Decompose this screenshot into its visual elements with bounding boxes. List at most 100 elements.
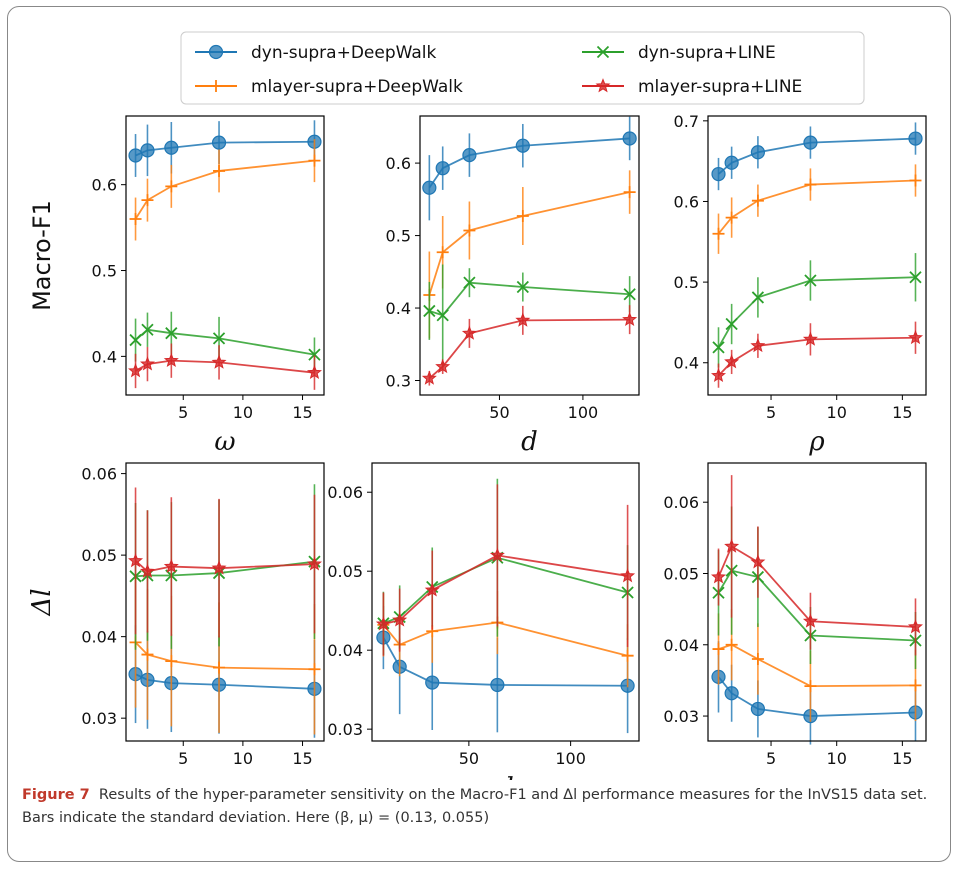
figure-caption: Figure 7 Results of the hyper-parameter … bbox=[22, 784, 934, 830]
data-point bbox=[724, 686, 739, 701]
axes-frame bbox=[125, 115, 325, 396]
plot-area bbox=[708, 116, 926, 395]
data-point bbox=[211, 135, 227, 150]
series-mlayer-supra-line bbox=[421, 305, 638, 386]
data-point bbox=[804, 680, 817, 693]
data-point bbox=[622, 131, 637, 146]
series-dyn-supra-line bbox=[712, 253, 922, 368]
data-point bbox=[163, 558, 179, 573]
data-point bbox=[461, 325, 477, 340]
legend-label: dyn-supra+LINE bbox=[638, 43, 776, 63]
x-axis-label: ρ bbox=[808, 773, 825, 780]
figure-frame bbox=[7, 6, 951, 862]
x-axis-label: ω bbox=[214, 773, 235, 780]
data-point bbox=[421, 370, 437, 385]
data-point bbox=[724, 155, 739, 170]
axes-frame bbox=[419, 115, 640, 396]
legend-entry-mlayer-supra-deepwalk: mlayer-supra+DeepWalk bbox=[195, 77, 463, 97]
chart-panel-delta-rho: 5 10 15 0.03 0.04 0.05 0.06 ρ bbox=[663, 462, 927, 780]
data-point bbox=[751, 653, 764, 666]
x-tick-label: 10 bbox=[233, 749, 253, 768]
legend-entry-dyn-supra-deepwalk: dyn-supra+DeepWalk bbox=[195, 43, 436, 63]
axes-frame bbox=[707, 462, 927, 742]
data-point bbox=[802, 613, 818, 628]
y-tick-label: 0.5 bbox=[386, 227, 411, 246]
x-tick-label: 15 bbox=[892, 403, 912, 422]
data-point bbox=[425, 675, 440, 690]
series-mlayer-supra-line bbox=[375, 484, 636, 656]
data-point bbox=[620, 568, 636, 583]
data-point bbox=[164, 140, 179, 155]
y-tick-label: 0.06 bbox=[327, 483, 363, 502]
data-point bbox=[435, 358, 451, 374]
data-point bbox=[725, 211, 738, 224]
series-mlayer-supra-deepwalk bbox=[129, 139, 321, 241]
y-tick-label: 0.04 bbox=[327, 641, 363, 660]
data-point bbox=[751, 194, 764, 207]
series-dyn-supra-deepwalk bbox=[128, 120, 322, 177]
y-tick-label: 0.4 bbox=[92, 347, 117, 366]
data-point bbox=[909, 271, 922, 284]
data-point bbox=[141, 648, 154, 661]
legend-label: mlayer-supra+LINE bbox=[638, 77, 802, 97]
data-point bbox=[490, 677, 505, 693]
x-tick-label: 10 bbox=[827, 403, 847, 422]
data-point bbox=[515, 312, 531, 327]
y-tick-label: 0.5 bbox=[674, 273, 699, 292]
chart-panel-delta-omega: 5 10 15 0.03 0.04 0.05 0.06 ω Δl bbox=[27, 462, 325, 780]
series-mlayer-supra-deepwalk bbox=[423, 170, 636, 339]
data-point bbox=[435, 161, 450, 176]
plus-marker-icon bbox=[210, 80, 222, 92]
x-tick-label: 100 bbox=[555, 749, 586, 768]
data-point bbox=[306, 364, 322, 380]
data-point bbox=[711, 367, 727, 383]
legend-entry-mlayer-supra-line: mlayer-supra+LINE bbox=[582, 77, 802, 97]
chart-panel-macro-rho: 5 10 15 0.4 0.5 0.6 0.7 ρ bbox=[674, 112, 927, 457]
series-dyn-supra-line bbox=[423, 264, 636, 367]
data-point bbox=[712, 643, 725, 656]
x-marker-icon bbox=[596, 45, 610, 59]
data-point bbox=[463, 224, 476, 237]
star-marker-icon bbox=[595, 78, 611, 93]
x-tick-label: 10 bbox=[233, 403, 253, 422]
legend-box bbox=[180, 31, 865, 105]
y-tick-label: 0.05 bbox=[663, 564, 699, 583]
data-point bbox=[725, 638, 738, 651]
x-tick-label: 50 bbox=[459, 749, 479, 768]
data-point bbox=[516, 280, 529, 294]
data-point bbox=[128, 363, 144, 378]
data-point bbox=[750, 554, 766, 569]
y-tick-label: 0.03 bbox=[327, 720, 363, 739]
y-tick-label: 0.6 bbox=[674, 192, 699, 211]
data-point bbox=[750, 701, 766, 717]
data-point bbox=[724, 354, 740, 369]
x-tick-label: 15 bbox=[292, 403, 312, 422]
data-point bbox=[711, 166, 726, 182]
data-point bbox=[515, 138, 530, 153]
data-point bbox=[129, 333, 142, 347]
data-point bbox=[306, 556, 322, 571]
data-point bbox=[308, 348, 321, 361]
axes-frame bbox=[125, 462, 325, 742]
data-point bbox=[622, 311, 638, 327]
figure-canvas: dyn-supra+DeepWalk dyn-supra+LINE mlayer-s… bbox=[27, 31, 927, 780]
series-mlayer-supra-deepwalk bbox=[712, 164, 922, 254]
data-point bbox=[909, 679, 922, 692]
plot-area bbox=[372, 463, 639, 741]
axes-frame bbox=[707, 115, 927, 396]
x-tick-label: 10 bbox=[827, 749, 847, 768]
y-tick-label: 0.4 bbox=[674, 354, 699, 373]
plot-area bbox=[708, 463, 926, 741]
data-point bbox=[128, 148, 143, 163]
data-point bbox=[211, 560, 227, 575]
legend-label: dyn-supra+DeepWalk bbox=[251, 43, 436, 63]
y-tick-label: 0.06 bbox=[81, 465, 117, 484]
x-tick-label: 5 bbox=[178, 749, 188, 768]
series-dyn-supra-deepwalk bbox=[422, 116, 637, 221]
series-mlayer-supra-line bbox=[711, 321, 923, 388]
y-tick-label: 0.03 bbox=[81, 709, 117, 728]
y-axis-label: Macro-F1 bbox=[28, 200, 56, 311]
data-point bbox=[165, 655, 178, 668]
data-point bbox=[392, 612, 408, 627]
plot-area bbox=[126, 463, 324, 741]
